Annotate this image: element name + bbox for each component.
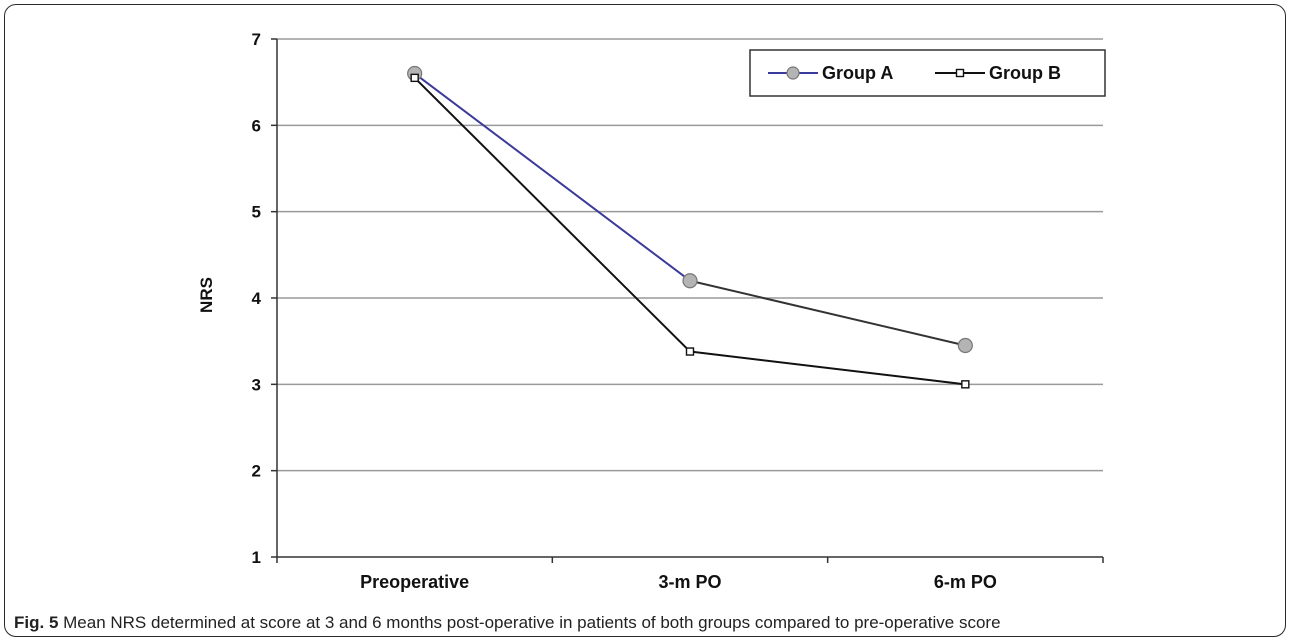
data-point bbox=[682, 273, 698, 289]
data-point bbox=[957, 337, 973, 354]
series-line-segment bbox=[414, 72, 691, 282]
data-point bbox=[961, 380, 970, 389]
legend-marker bbox=[786, 66, 800, 80]
legend-entry: Group B bbox=[935, 63, 1061, 83]
legend-label: Group B bbox=[989, 63, 1061, 83]
data-point bbox=[410, 73, 419, 83]
series-group-a bbox=[407, 65, 973, 354]
y-tick-label: 3 bbox=[252, 375, 261, 394]
axes bbox=[271, 38, 1104, 563]
y-tick-label: 5 bbox=[252, 203, 261, 222]
x-tick-label: Preoperative bbox=[360, 572, 469, 592]
series-group bbox=[407, 65, 973, 389]
series-line-segment bbox=[689, 350, 966, 386]
x-tick-label: 3-m PO bbox=[658, 572, 721, 592]
x-tick-label: 6-m PO bbox=[934, 572, 997, 592]
y-axis-label: NRS bbox=[197, 277, 216, 313]
legend-entry: Group A bbox=[768, 63, 893, 83]
series-group-b bbox=[410, 73, 970, 389]
y-tick-label: 4 bbox=[252, 289, 262, 308]
y-tick-label: 7 bbox=[252, 30, 261, 49]
series-line-segment bbox=[413, 77, 691, 353]
legend: Group A Group B bbox=[749, 49, 1106, 97]
data-point bbox=[685, 347, 695, 356]
y-tick-label: 6 bbox=[252, 116, 261, 135]
y-tick-label: 2 bbox=[252, 462, 261, 481]
x-tick-labels: Preoperative 3-m PO 6-m PO bbox=[360, 572, 997, 592]
caption-text: Mean NRS determined at score at 3 and 6 … bbox=[58, 613, 1001, 632]
y-tick-labels: 1 2 3 4 5 6 7 bbox=[252, 30, 262, 567]
series-line-segment bbox=[689, 279, 966, 347]
y-tick-label: 1 bbox=[252, 548, 261, 567]
gridlines bbox=[277, 38, 1103, 472]
legend-marker bbox=[955, 68, 965, 78]
figure-label: Fig. 5 bbox=[14, 613, 59, 632]
figure-frame bbox=[4, 4, 1286, 637]
legend-label: Group A bbox=[822, 63, 893, 83]
line-chart: 1 2 3 4 5 6 7 Preoperative 3-m PO 6-m PO NRS Gro… bbox=[197, 30, 1106, 592]
figure-caption: Fig. 5 Mean NRS determined at score at 3… bbox=[14, 613, 1001, 633]
